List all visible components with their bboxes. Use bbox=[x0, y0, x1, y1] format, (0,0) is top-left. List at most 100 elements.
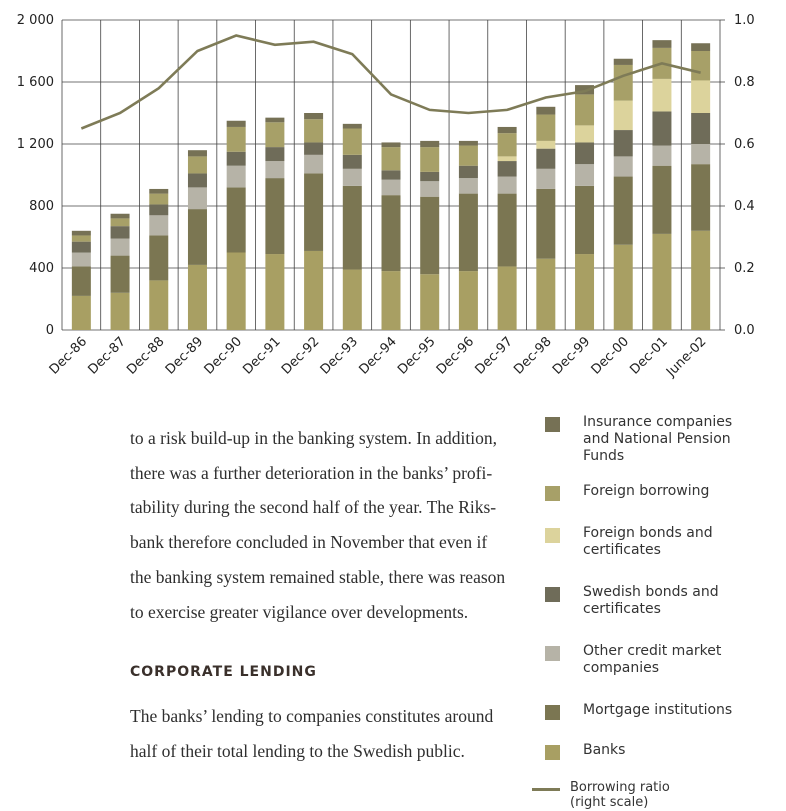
legend-item: Mortgage institutions bbox=[545, 702, 773, 720]
bar-segment bbox=[265, 147, 285, 162]
section-heading: CORPORATE LENDING bbox=[130, 664, 317, 680]
legend-swatch bbox=[545, 745, 560, 760]
x-tick-label: Dec-99 bbox=[550, 334, 593, 377]
bar-segment bbox=[536, 114, 556, 141]
y2-tick-label: 0.2 bbox=[734, 261, 755, 276]
ratio-line bbox=[80, 34, 701, 130]
bar-segment bbox=[613, 156, 633, 177]
y-tick-label: 1 200 bbox=[17, 137, 54, 152]
bar-segment bbox=[265, 161, 285, 179]
bar-segment bbox=[691, 230, 711, 330]
bar-segment bbox=[71, 241, 91, 253]
bar-segment bbox=[420, 171, 440, 182]
x-tick-label: Dec-86 bbox=[47, 334, 90, 377]
bar-segment bbox=[304, 154, 324, 174]
x-tick-label: Dec-92 bbox=[279, 334, 322, 377]
bar-segment bbox=[149, 215, 169, 236]
legend-swatch bbox=[545, 486, 560, 501]
bar-segment bbox=[342, 185, 362, 270]
bar-segment bbox=[71, 230, 91, 236]
bar-segment bbox=[575, 125, 595, 143]
legend-label: Swedish bonds and certificates bbox=[583, 584, 719, 617]
bar-segment bbox=[691, 164, 711, 231]
legend-swatch bbox=[545, 705, 560, 720]
legend-item: Foreign bonds and certificates bbox=[545, 525, 743, 559]
bar-segment bbox=[652, 78, 672, 112]
bar-segment bbox=[342, 269, 362, 330]
bar-segment bbox=[226, 151, 246, 166]
bar-segment bbox=[575, 142, 595, 165]
x-tick-label: Dec-87 bbox=[85, 334, 128, 377]
bar-segment bbox=[149, 280, 169, 330]
legend-swatch bbox=[545, 646, 560, 661]
y2-tick-label: 0.4 bbox=[734, 199, 755, 214]
bar-segment bbox=[71, 295, 91, 330]
bar-segment bbox=[226, 252, 246, 330]
bar-segment bbox=[691, 80, 711, 113]
bar-segment bbox=[381, 142, 401, 148]
bar-segment bbox=[149, 193, 169, 205]
bar-segment bbox=[187, 264, 207, 330]
x-tick-label: Dec-97 bbox=[473, 334, 516, 377]
bar-segment bbox=[265, 122, 285, 148]
x-tick-label: Dec-00 bbox=[589, 334, 632, 377]
y2-tick-label: 0.8 bbox=[734, 75, 755, 90]
bar-segment bbox=[149, 188, 169, 194]
bar-segment bbox=[226, 187, 246, 253]
bar-segment bbox=[575, 94, 595, 126]
paragraph-line: the banking system remained stable, ther… bbox=[130, 566, 506, 587]
bar-segment bbox=[187, 173, 207, 188]
bar-segment bbox=[420, 147, 440, 172]
bar-segment bbox=[187, 150, 207, 157]
bar-segment bbox=[497, 156, 517, 162]
y2-tick-label: 0.6 bbox=[734, 137, 755, 152]
bar-segment bbox=[458, 145, 478, 166]
bar-segment bbox=[342, 123, 362, 129]
bar-segment bbox=[497, 176, 517, 194]
bar-segment bbox=[691, 113, 711, 144]
bar-segment bbox=[497, 266, 517, 330]
bar-segment bbox=[575, 254, 595, 330]
paragraph-line: The banks’ lending to companies constitu… bbox=[130, 706, 494, 726]
x-tick-label: Dec-91 bbox=[240, 334, 283, 377]
bar-segment bbox=[342, 128, 362, 155]
paragraph-line: tability during the second half of the y… bbox=[130, 497, 497, 518]
bar-segment bbox=[536, 106, 556, 115]
legend-label: Foreign bonds and certificates bbox=[583, 525, 713, 558]
bar-segment bbox=[187, 187, 207, 210]
x-tick-label: Dec-01 bbox=[627, 334, 670, 377]
bar-segment bbox=[420, 196, 440, 275]
bar-segment bbox=[110, 213, 130, 219]
y-tick-label: 400 bbox=[29, 261, 54, 276]
bar-segment bbox=[497, 161, 517, 177]
bar-segment bbox=[265, 254, 285, 330]
legend-label: Insurance companies and National Pension… bbox=[583, 414, 733, 464]
bar-segment bbox=[652, 165, 672, 234]
legend-item: Borrowing ratio (right scale) bbox=[532, 780, 680, 810]
legend-label: Other credit market companies bbox=[583, 643, 722, 676]
y-tick-label: 1 600 bbox=[17, 75, 54, 90]
x-tick-label: June-02 bbox=[663, 334, 709, 380]
bar-segment bbox=[381, 147, 401, 171]
bar-segment bbox=[575, 164, 595, 186]
bar-segment bbox=[458, 140, 478, 146]
legend-label: Mortgage institutions bbox=[583, 702, 733, 718]
bar-segment bbox=[304, 142, 324, 155]
bar-segment bbox=[110, 218, 130, 227]
bar-segment bbox=[304, 119, 324, 143]
x-tick-label: Dec-95 bbox=[395, 334, 438, 377]
bar-segment bbox=[575, 185, 595, 255]
bar-segment bbox=[536, 148, 556, 169]
bar-segment bbox=[187, 156, 207, 174]
legend-swatch bbox=[532, 788, 560, 791]
paragraph-line: to exercise greater vigilance over devel… bbox=[130, 601, 469, 622]
y-tick-label: 0 bbox=[46, 323, 54, 338]
bar-segment bbox=[691, 43, 711, 51]
x-tick-label: Dec-94 bbox=[356, 334, 399, 377]
bar-segment bbox=[71, 252, 91, 267]
bar-segment bbox=[652, 233, 672, 330]
bar-segment bbox=[226, 126, 246, 152]
bar-segment bbox=[536, 188, 556, 259]
x-tick-label: Dec-98 bbox=[511, 334, 554, 377]
bar-segment bbox=[652, 40, 672, 48]
